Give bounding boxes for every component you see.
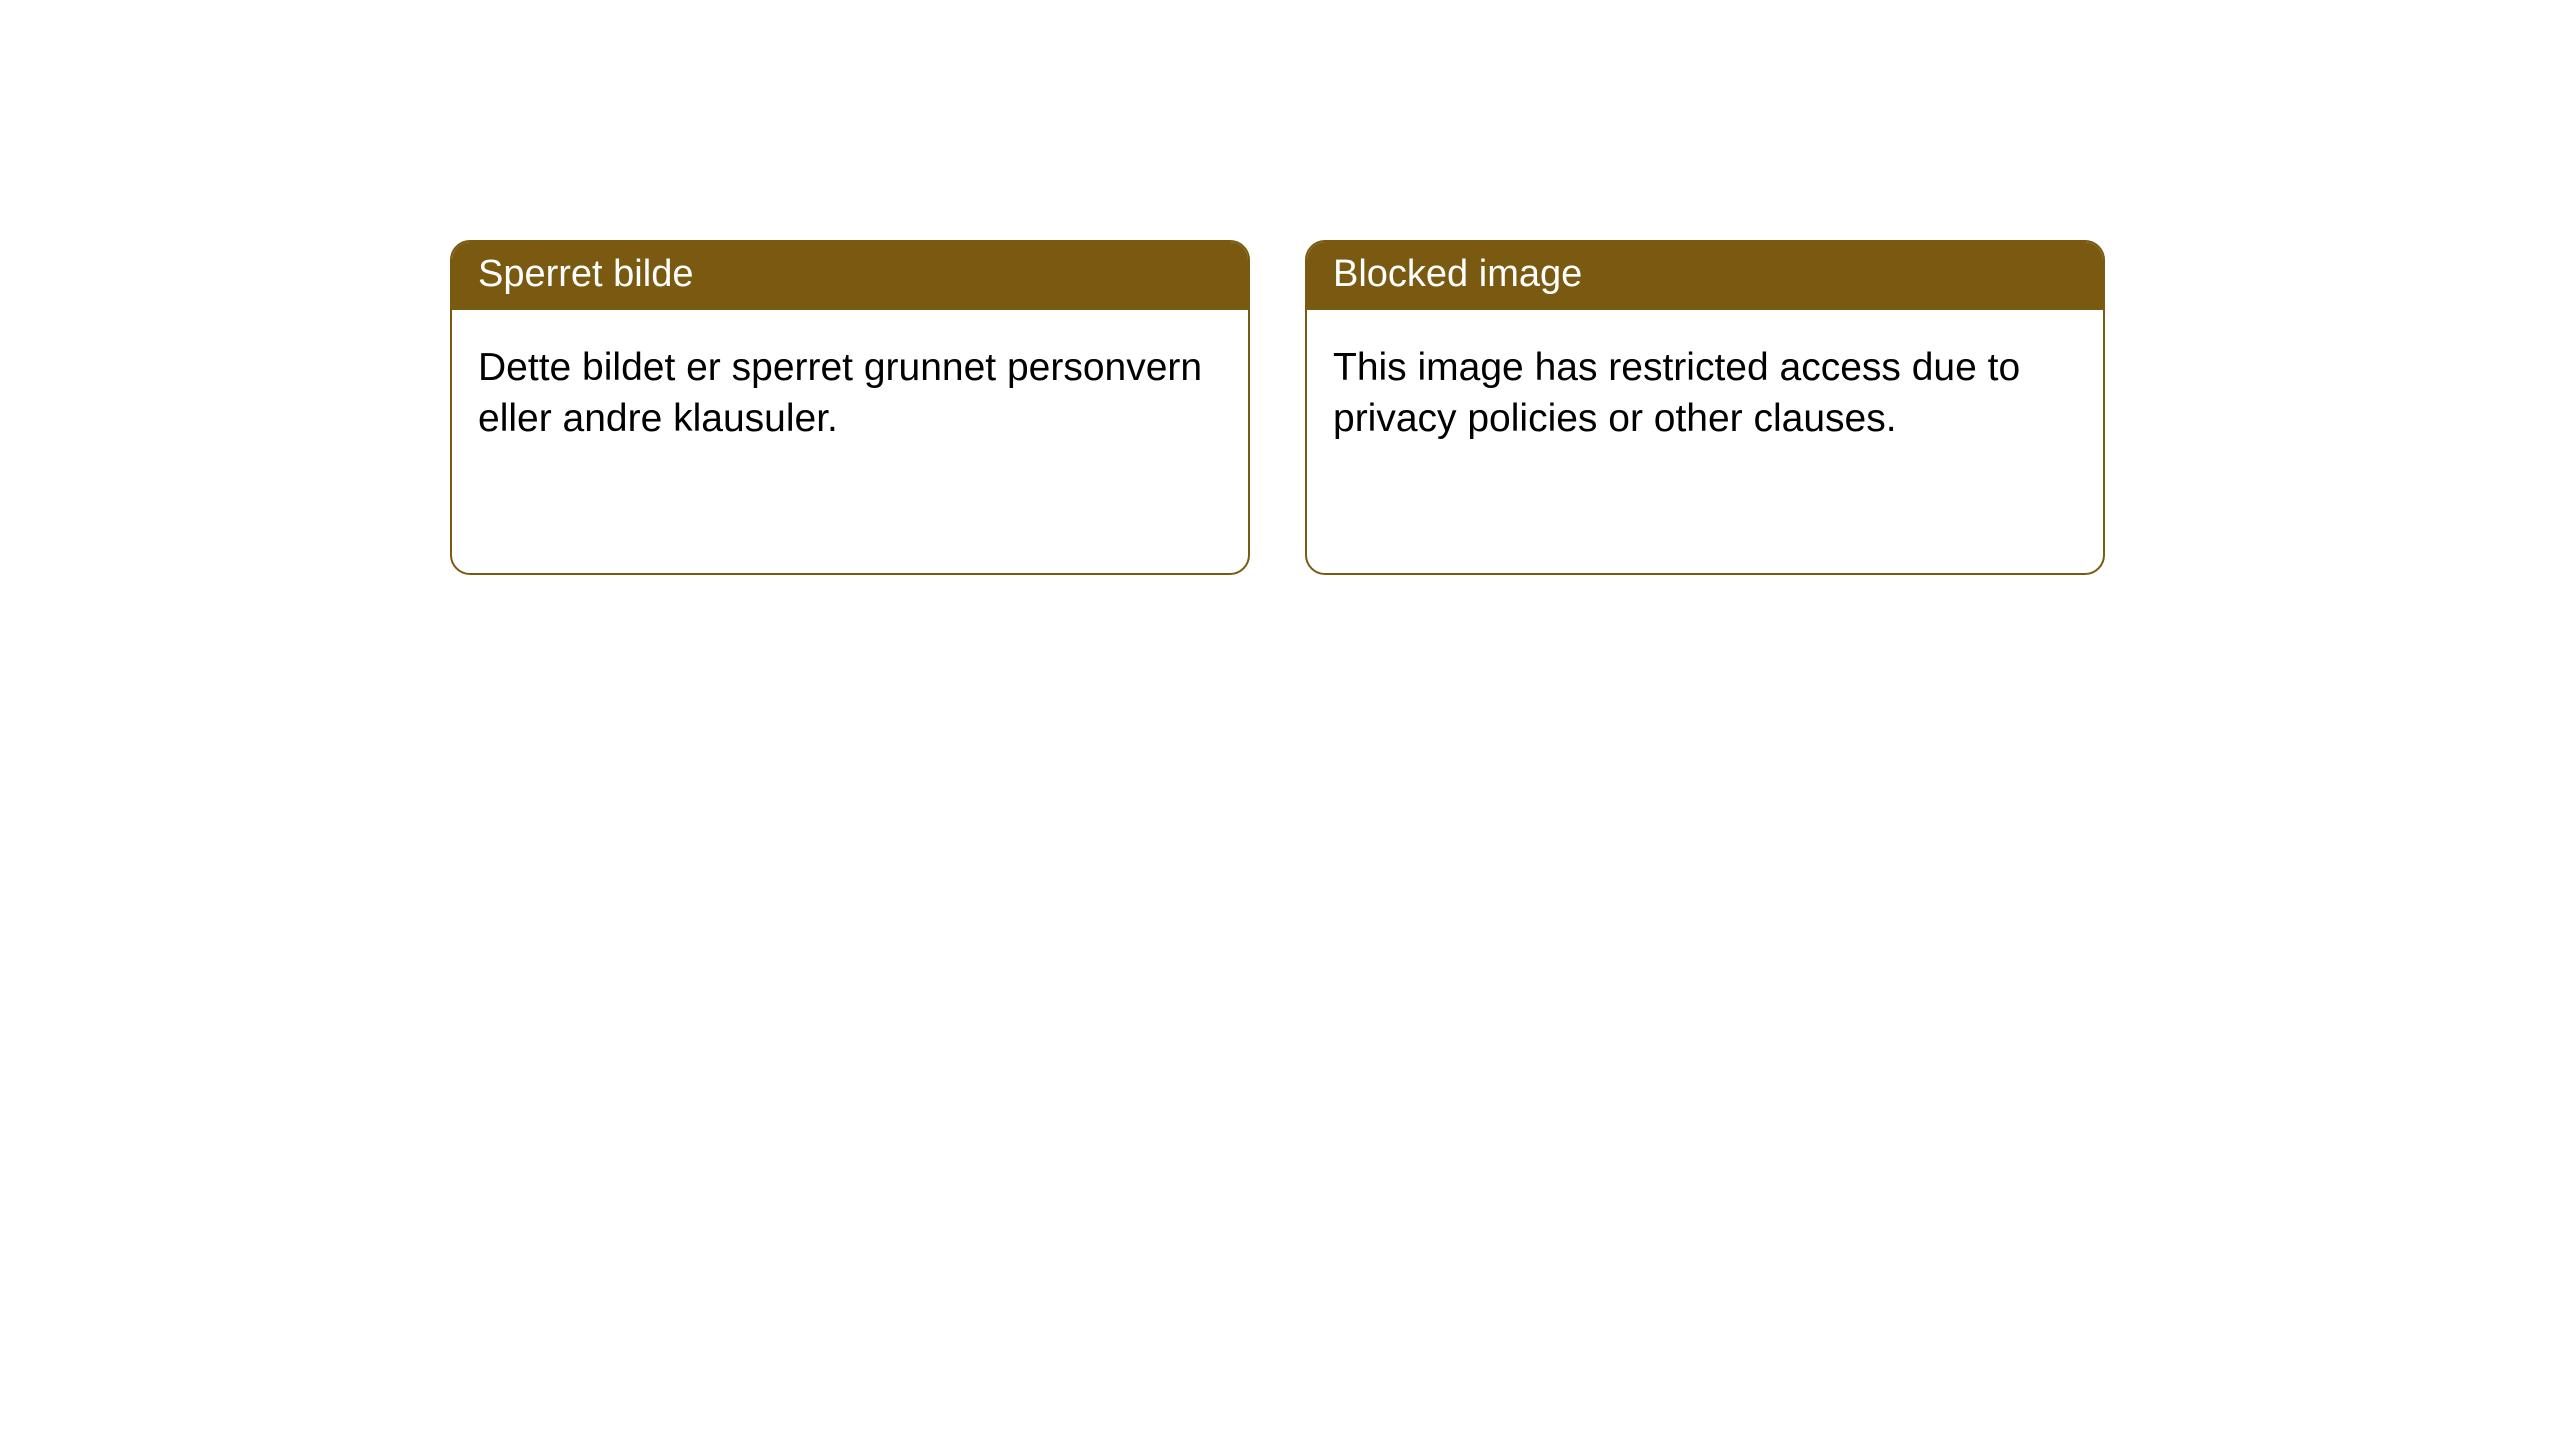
- notice-cards-container: Sperret bilde Dette bildet er sperret gr…: [450, 240, 2105, 575]
- blocked-image-card-english: Blocked image This image has restricted …: [1305, 240, 2105, 575]
- card-body: Dette bildet er sperret grunnet personve…: [452, 310, 1248, 466]
- card-header: Blocked image: [1307, 242, 2103, 310]
- card-header: Sperret bilde: [452, 242, 1248, 310]
- card-body: This image has restricted access due to …: [1307, 310, 2103, 466]
- blocked-image-card-norwegian: Sperret bilde Dette bildet er sperret gr…: [450, 240, 1250, 575]
